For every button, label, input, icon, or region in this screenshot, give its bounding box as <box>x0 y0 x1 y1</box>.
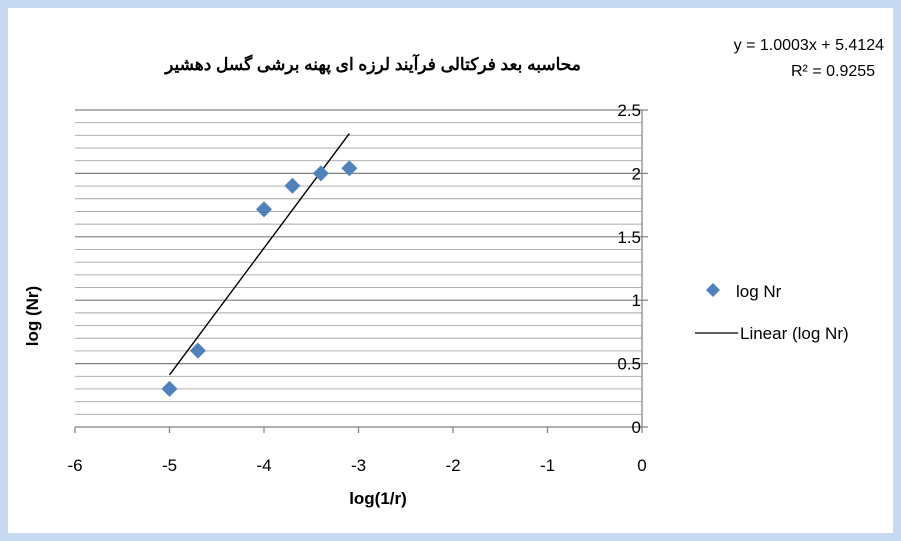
legend-label-trendline: Linear (log Nr) <box>740 324 849 343</box>
y-tick-label: 2 <box>632 164 641 183</box>
x-tick-label: -1 <box>540 456 555 475</box>
data-point <box>312 165 329 182</box>
data-point <box>341 160 358 177</box>
y-tick-label: 1 <box>632 291 641 310</box>
data-point <box>189 342 206 359</box>
y-tick-label: 1.5 <box>617 228 641 247</box>
chart-title: محاسبه بعد فرکتالی فرآیند لرزه ای پهنه ب… <box>163 53 581 75</box>
y-tick-labels: 0 0.5 1 1.5 2 2.5 <box>617 101 641 437</box>
x-tick-labels: -6 -5 -4 -3 -2 -1 0 <box>67 456 646 475</box>
axis-layer <box>74 426 643 433</box>
data-points <box>161 160 358 397</box>
grid-layer <box>75 109 648 428</box>
y-tick-label: 0 <box>632 418 641 437</box>
y-tick-label: 2.5 <box>617 101 641 120</box>
legend: log Nr Linear (log Nr) <box>695 282 849 343</box>
trendline-equation: y = 1.0003x + 5.4124 <box>734 37 884 54</box>
data-point <box>284 177 301 194</box>
x-tick-label: -5 <box>162 456 177 475</box>
data-point <box>256 201 272 218</box>
x-tick-label: -6 <box>67 456 82 475</box>
data-point <box>161 380 178 397</box>
legend-label-series: log Nr <box>736 282 782 301</box>
chart-canvas: -6 -5 -4 -3 -2 -1 0 0 0.5 1 1.5 2 2.5 محاسبه بعد فر… <box>23 37 884 508</box>
x-tick-label: -3 <box>351 456 366 475</box>
r-squared-label: R² = 0.9255 <box>791 63 875 80</box>
legend-marker-diamond <box>706 283 720 297</box>
x-axis-label: log(1/r) <box>349 489 407 508</box>
x-tick-label: -4 <box>256 456 271 475</box>
x-tick-label: 0 <box>637 456 646 475</box>
y-tick-label: 0.5 <box>617 355 641 374</box>
y-axis-label: log (Nr) <box>23 286 42 346</box>
chart-area: -6 -5 -4 -3 -2 -1 0 0 0.5 1 1.5 2 2.5 محاسبه بعد فر… <box>8 8 893 533</box>
x-tick-label: -2 <box>445 456 460 475</box>
